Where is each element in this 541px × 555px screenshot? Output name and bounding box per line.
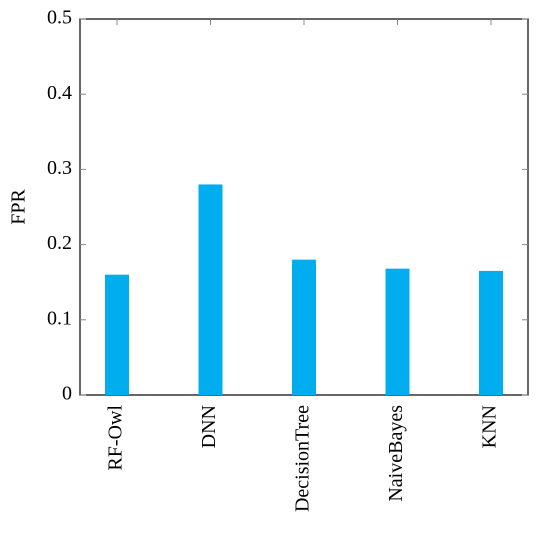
x-tick-label: DecisionTree <box>292 405 314 512</box>
y-tick-label: 0.2 <box>47 232 72 254</box>
bar <box>292 259 316 395</box>
bar <box>198 184 223 395</box>
x-tick-label: NaiveBayes <box>385 405 407 502</box>
bar <box>105 274 129 395</box>
x-tick-label: KNN <box>479 405 501 448</box>
y-tick-label: 0.4 <box>47 82 72 104</box>
x-tick-label: RF-Owl <box>105 405 127 471</box>
y-tick-label: 0.1 <box>47 307 72 329</box>
x-tick-label: DNN <box>198 405 220 448</box>
y-tick-label: 0 <box>62 383 72 405</box>
y-tick-label: 0.5 <box>47 7 72 29</box>
bar <box>479 270 503 395</box>
bar <box>385 268 410 395</box>
y-axis-label: FPR <box>8 189 30 225</box>
y-tick-label: 0.3 <box>47 157 72 179</box>
